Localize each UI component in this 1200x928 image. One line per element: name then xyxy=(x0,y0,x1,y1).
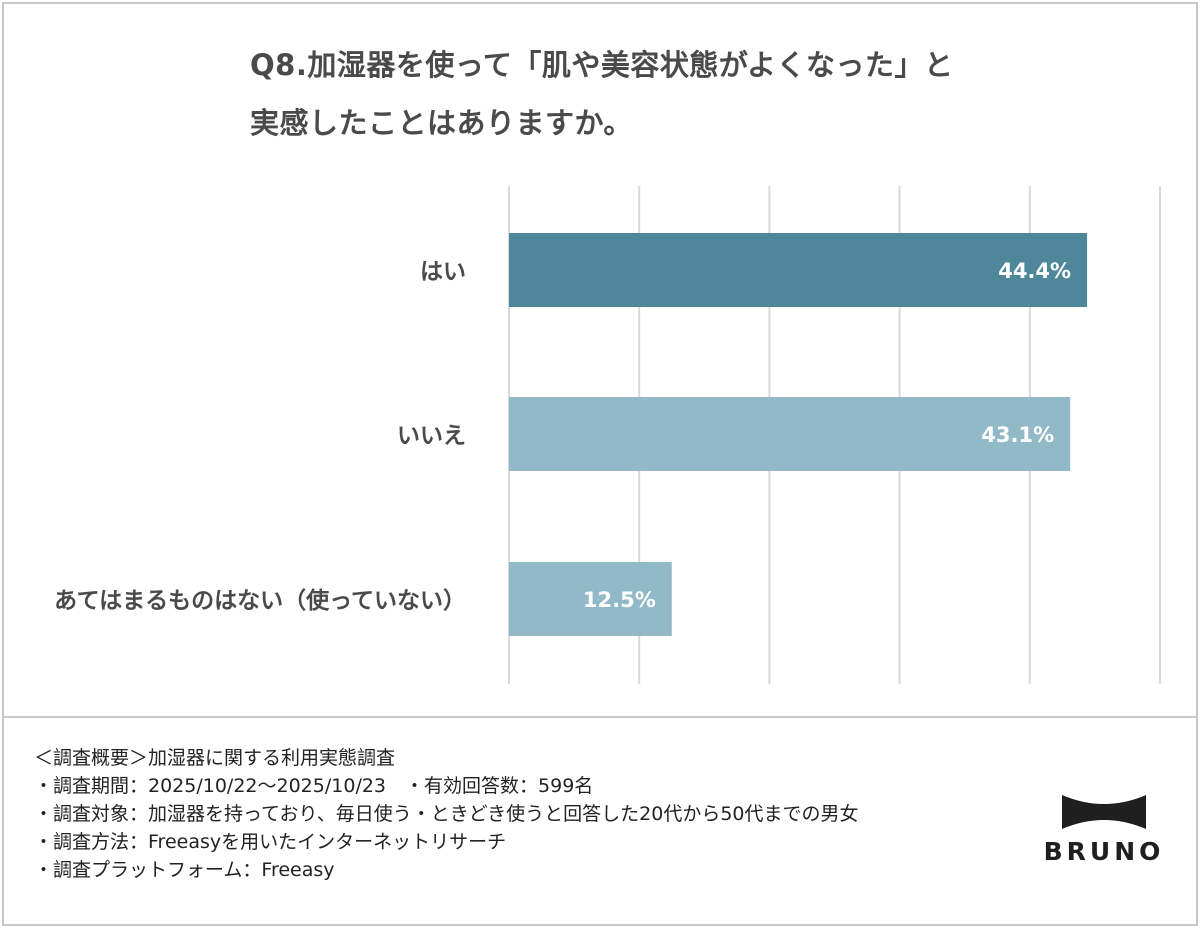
category-label-0: はい xyxy=(420,259,466,285)
title-line-1: Q8.加湿器を使って「肌や美容状態がよくなった」と xyxy=(250,48,954,82)
bar-1 xyxy=(509,397,1071,471)
notes-line-4: ・調査方法：Freeasyを用いたインターネットリサーチ xyxy=(34,831,507,853)
brand-name: BRUNO xyxy=(1043,837,1165,866)
bruno-logo: BRUNO xyxy=(1040,793,1168,873)
bar-value-label-1: 43.1% xyxy=(981,423,1054,447)
survey-notes: ＜調査概要＞加湿器に関する利用実態調査 ・調査期間：2025/10/22～202… xyxy=(34,744,859,884)
chart-title: Q8.加湿器を使って「肌や美容状態がよくなった」と 実感したことはありますか。 xyxy=(250,36,953,152)
bar-value-label-0: 44.4% xyxy=(998,259,1071,283)
bar-chart: 44.4% はい 43.1% いいえ 12.5% あてはまるものはない（使っていない） xyxy=(54,186,1161,684)
notes-line-3: ・調査対象：加湿器を持っており、毎日使う・ときどき使うと回答した20代から50代… xyxy=(34,803,859,825)
bar-2 xyxy=(509,562,672,636)
notes-line-2: ・調査期間：2025/10/22～2025/10/23 ・有効回答数：599名 xyxy=(34,775,594,797)
notes-line-1: ＜調査概要＞加湿器に関する利用実態調査 xyxy=(34,747,396,769)
bar-0 xyxy=(509,233,1088,307)
category-label-2: あてはまるものはない（使っていない） xyxy=(54,587,466,614)
title-line-2: 実感したことはありますか。 xyxy=(250,106,633,140)
notes-line-5: ・調査プラットフォーム：Freeasy xyxy=(34,859,335,881)
bar-value-label-2: 12.5% xyxy=(583,588,656,612)
footer-divider xyxy=(2,716,1198,718)
category-label-1: いいえ xyxy=(397,423,466,449)
bruno-bowtie-logo-icon xyxy=(1062,795,1146,829)
